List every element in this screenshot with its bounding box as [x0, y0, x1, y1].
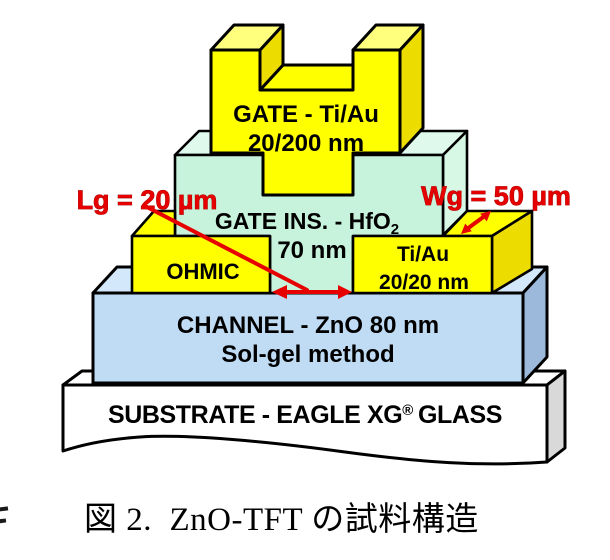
- gate-length-pointer-line: [143, 204, 309, 292]
- gate-label-line1: GATE - Ti/Au: [233, 101, 379, 128]
- ohmic-label: OHMIC: [166, 259, 239, 284]
- channel-label-line2: Sol-gel method: [221, 341, 394, 368]
- drain-contact-block: [351, 209, 534, 295]
- drain-contact-front-face: [351, 234, 494, 295]
- gate-width-label: Wg = 50 µm: [421, 181, 571, 211]
- gate-width-arrowhead-upper: [480, 211, 491, 222]
- figure-caption: 図 2. ZnO-TFT の試料構造: [84, 502, 479, 538]
- gate-front-face: [209, 48, 402, 197]
- gate-label-line2: 20/200 nm: [248, 130, 364, 157]
- gate-width-arrow-line: [465, 213, 488, 231]
- gate-length-arrowhead-left: [272, 285, 287, 299]
- substrate-front-face: [61, 383, 549, 466]
- drain-label-line2: 20/20 nm: [379, 271, 469, 294]
- gate-width-arrowhead-lower: [461, 223, 472, 234]
- gate-length-arrowhead-right: [338, 285, 352, 299]
- substrate-label: SUBSTRATE - EAGLE XG® GLASS: [108, 401, 502, 429]
- ohmic-contact-front-face: [130, 234, 272, 295]
- drain-label-line1: Ti/Au: [397, 243, 449, 266]
- channel-label-line1: CHANNEL - ZnO 80 nm: [177, 312, 439, 339]
- gate-right-side-face: [398, 23, 425, 155]
- gate-insulator-thickness: 70 nm: [277, 237, 346, 264]
- gate-insulator-label: GATE INS. - HfO2: [215, 208, 399, 238]
- gate-length-annotation: Lg = 20 µm: [76, 185, 352, 299]
- substrate-side-face: [545, 369, 567, 464]
- gate-width-annotation: Wg = 50 µm: [421, 181, 571, 234]
- gate-length-label: Lg = 20 µm: [77, 185, 218, 215]
- gate-electrode-block: [209, 23, 425, 197]
